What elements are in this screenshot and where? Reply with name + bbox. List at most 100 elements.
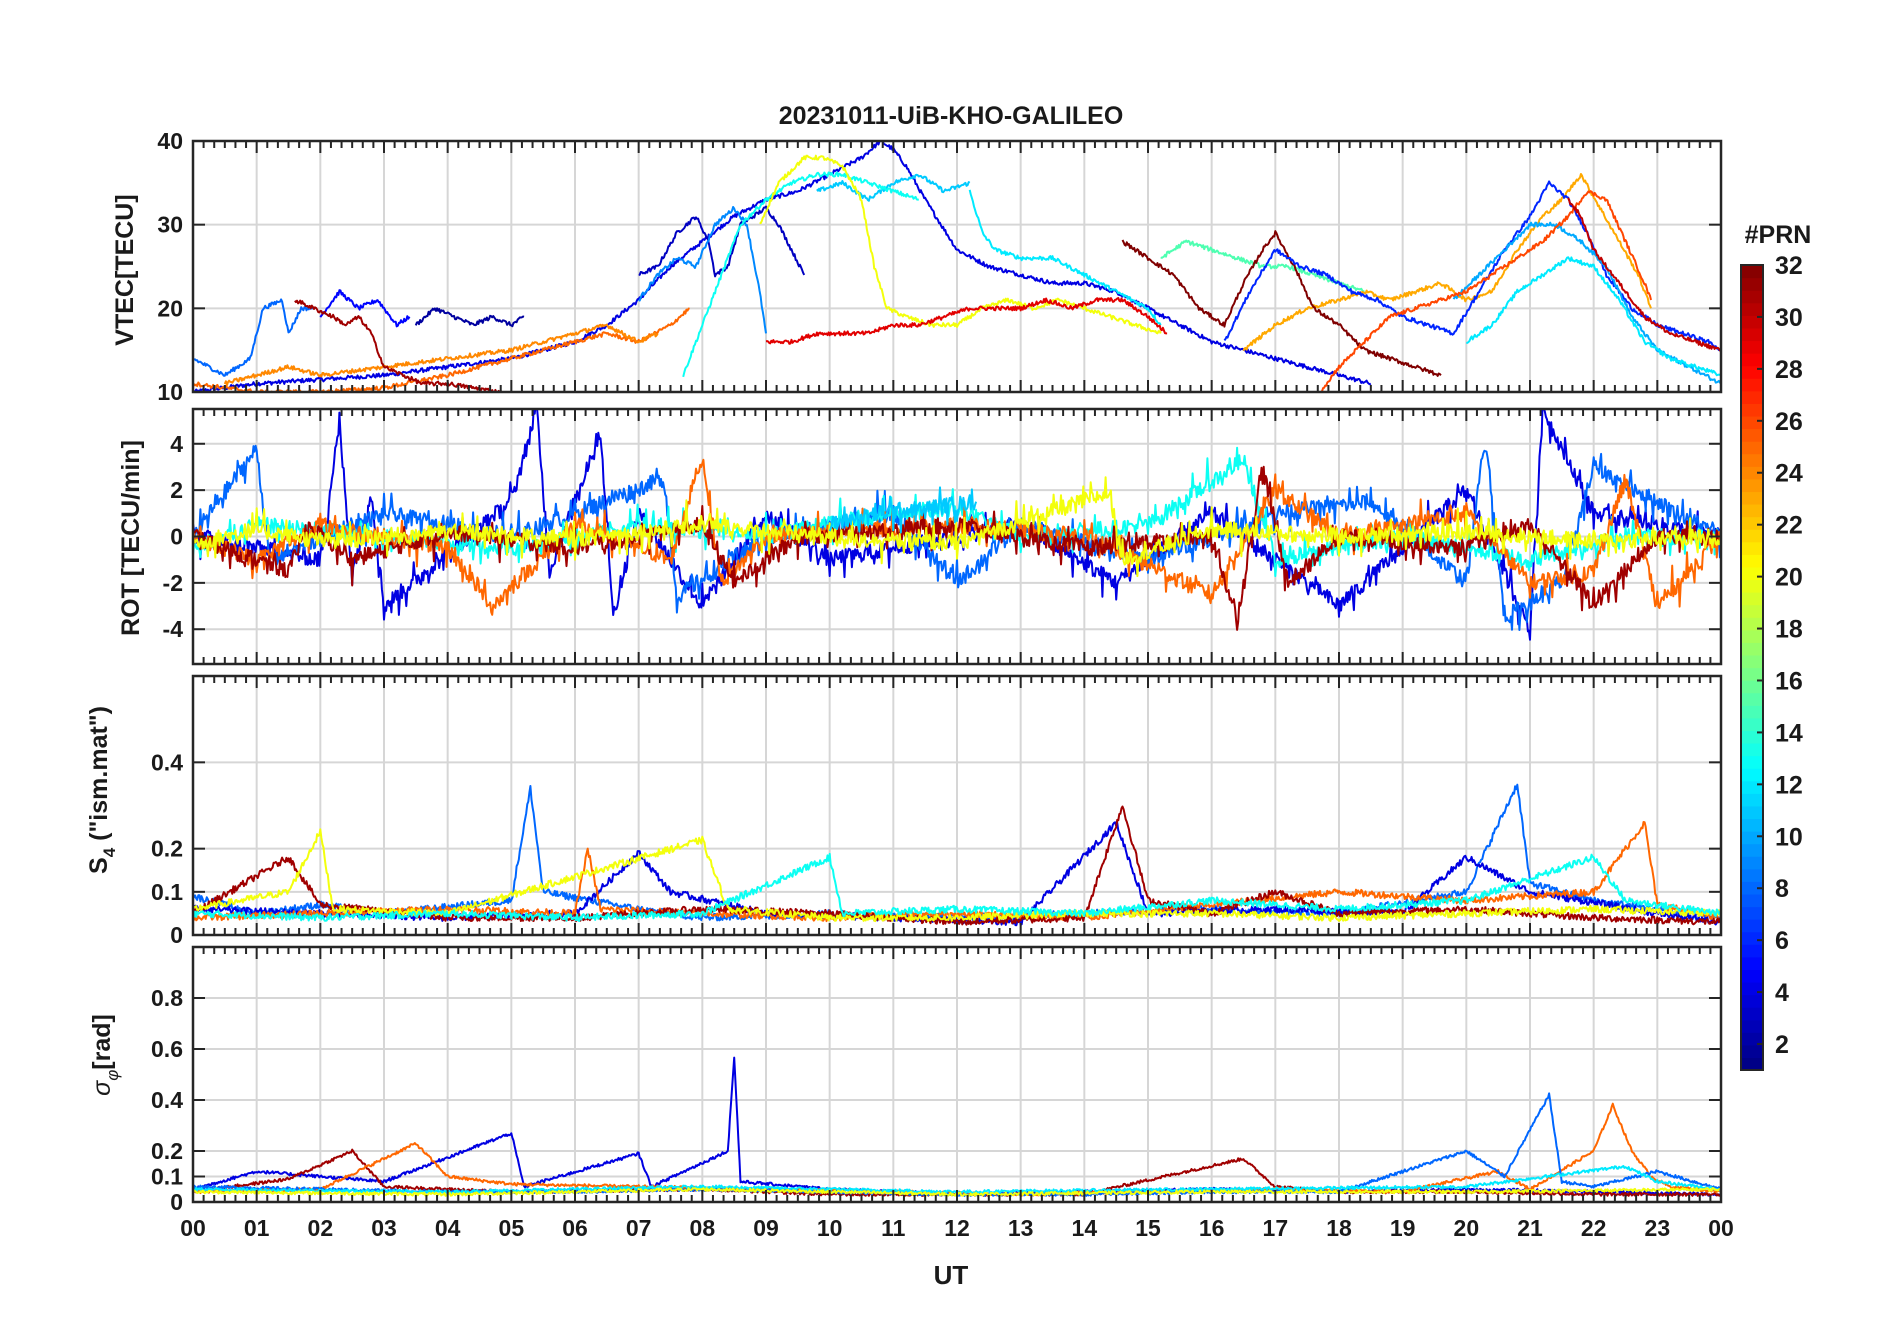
colorbar-frame (1740, 264, 1764, 1071)
s4-y-tick-label: 0.4 (151, 749, 183, 775)
colorbar-segment (1741, 265, 1763, 279)
vtec-series-prn-12 (968, 189, 1162, 326)
colorbar-segment (1741, 856, 1763, 870)
x-axis-label: UT (934, 1260, 969, 1290)
colorbar-segment (1741, 919, 1763, 933)
s4-ylabel: S4 ("ism.mat") (85, 706, 119, 874)
panel-sigma: 00.10.2 0.4 0.6 0.8 (151, 945, 1723, 1215)
x-tick-label: 12 (944, 1215, 970, 1241)
colorbar-tick-label: 8 (1775, 875, 1789, 903)
colorbar-label: #PRN (1745, 221, 1812, 249)
colorbar-segment (1741, 893, 1763, 908)
colorbar-segment (1741, 290, 1763, 304)
colorbar-segment (1741, 730, 1763, 744)
colorbar-segment (1741, 1007, 1763, 1021)
colorbar-segment (1741, 1019, 1763, 1033)
x-tick-label: 21 (1517, 1215, 1543, 1241)
x-tick-label: 23 (1645, 1215, 1671, 1241)
rot-y-tick-label: -4 (163, 616, 184, 642)
x-tick-label: 14 (1072, 1215, 1098, 1241)
colorbar-segment (1741, 705, 1763, 719)
vtec-series-prn-11 (816, 173, 971, 202)
vtec-series-prn-26 (1319, 190, 1652, 392)
colorbar-segment (1741, 667, 1763, 681)
colorbar-segment (1741, 755, 1763, 769)
svg-text:S4 ("ism.mat"): S4 ("ism.mat") (85, 706, 119, 874)
s4-y-tick-label: 0 (170, 922, 183, 948)
colorbar-segment (1741, 981, 1763, 996)
vtec-series-prn-2 (414, 307, 525, 328)
sigma-y-tick-label: 0.6 (151, 1036, 183, 1062)
s4-y-tick-label: 0.2 (151, 836, 183, 862)
colorbar-tick-label: 22 (1775, 512, 1803, 540)
x-tick-label: 15 (1135, 1215, 1161, 1241)
vtec-series-prn-8 (193, 298, 315, 377)
x-tick-label: 18 (1326, 1215, 1352, 1241)
vtec-series-prn-20 (759, 154, 1162, 335)
vtec-series-prn-32 (1121, 230, 1442, 377)
rot-series-prn-20 (193, 476, 1721, 578)
s4-y-tick-label: 0.1 (151, 879, 183, 905)
colorbar-segment (1741, 617, 1763, 631)
s4-series-group (193, 783, 1721, 927)
x-axis-tick-labels: 00 01 02 03 04 05 06 07 08 09 10 11 12 13 14 15 16 17 18 19… (180, 1215, 1734, 1241)
x-tick-label: 07 (626, 1215, 652, 1241)
sigma-y-tick-label: 0 (170, 1189, 183, 1215)
colorbar-tick-label: 20 (1775, 564, 1803, 592)
colorbar-segment (1741, 642, 1763, 656)
x-tick-label: 20 (1454, 1215, 1480, 1241)
colorbar-segment (1741, 353, 1763, 367)
colorbar-segment (1741, 906, 1763, 920)
colorbar-segment (1741, 780, 1763, 794)
colorbar-segment (1741, 805, 1763, 820)
colorbar-segment (1741, 742, 1763, 757)
panel-s4: 0 0.1 0.2 0.4 (151, 674, 1723, 948)
colorbar-segment (1741, 692, 1763, 706)
colorbar-segment (1741, 768, 1763, 782)
x-tick-label: 13 (1008, 1215, 1034, 1241)
rot-series-prn-11 (828, 486, 978, 534)
colorbar-segment (1741, 956, 1763, 970)
colorbar-segment (1741, 1032, 1763, 1046)
colorbar-segment (1741, 365, 1763, 379)
colorbar-segment (1741, 717, 1763, 731)
colorbar-segment (1741, 503, 1763, 518)
x-tick-label: 17 (1263, 1215, 1289, 1241)
vtec-series-prn-23 (1242, 173, 1652, 352)
colorbar-segment (1741, 931, 1763, 945)
vtec-y-tick-label: 10 (157, 379, 183, 405)
x-tick-label: 19 (1390, 1215, 1416, 1241)
vtec-series-prn-30 (1567, 197, 1721, 352)
colorbar-segment (1741, 541, 1763, 555)
x-tick-label: 11 (881, 1215, 906, 1241)
colorbar-segment (1741, 390, 1763, 404)
svg-text:σφ[rad]: σφ[rad] (88, 1014, 122, 1096)
colorbar-tick-label: 6 (1775, 927, 1789, 955)
y-axis-labels: VTEC[TECU] ROT [TECU/min] S4 ("ism.mat")… (85, 194, 145, 1096)
colorbar-segment (1741, 554, 1763, 568)
colorbar-segment (1741, 441, 1763, 455)
rot-y-tick-label: 4 (170, 431, 183, 457)
x-tick-label: 03 (371, 1215, 397, 1241)
colorbar-tick-label: 24 (1775, 460, 1803, 488)
colorbar-tick-label: 30 (1775, 304, 1803, 332)
colorbar-segment (1741, 428, 1763, 442)
x-tick-label: 01 (244, 1215, 270, 1241)
vtec-ylabel: VTEC[TECU] (111, 194, 139, 345)
chart-title: 20231011-UiB-KHO-GALILEO (779, 102, 1124, 130)
colorbar-segment (1741, 327, 1763, 342)
vtec-series-prn-4 (193, 141, 1372, 392)
colorbar-tick-label: 26 (1775, 408, 1803, 436)
colorbar-segment (1741, 453, 1763, 467)
colorbar-tick-label: 14 (1775, 719, 1803, 747)
x-tick-label: 16 (1199, 1215, 1225, 1241)
x-tick-label: 06 (562, 1215, 588, 1241)
colorbar-segment (1741, 315, 1763, 329)
colorbar-tick-label: 18 (1775, 616, 1803, 644)
colorbar-tick-label: 16 (1775, 667, 1803, 695)
vtec-series-group (193, 141, 1721, 392)
rot-ylabel: ROT [TECU/min] (117, 440, 145, 636)
colorbar-segment (1741, 403, 1763, 417)
colorbar-segment (1741, 566, 1763, 581)
